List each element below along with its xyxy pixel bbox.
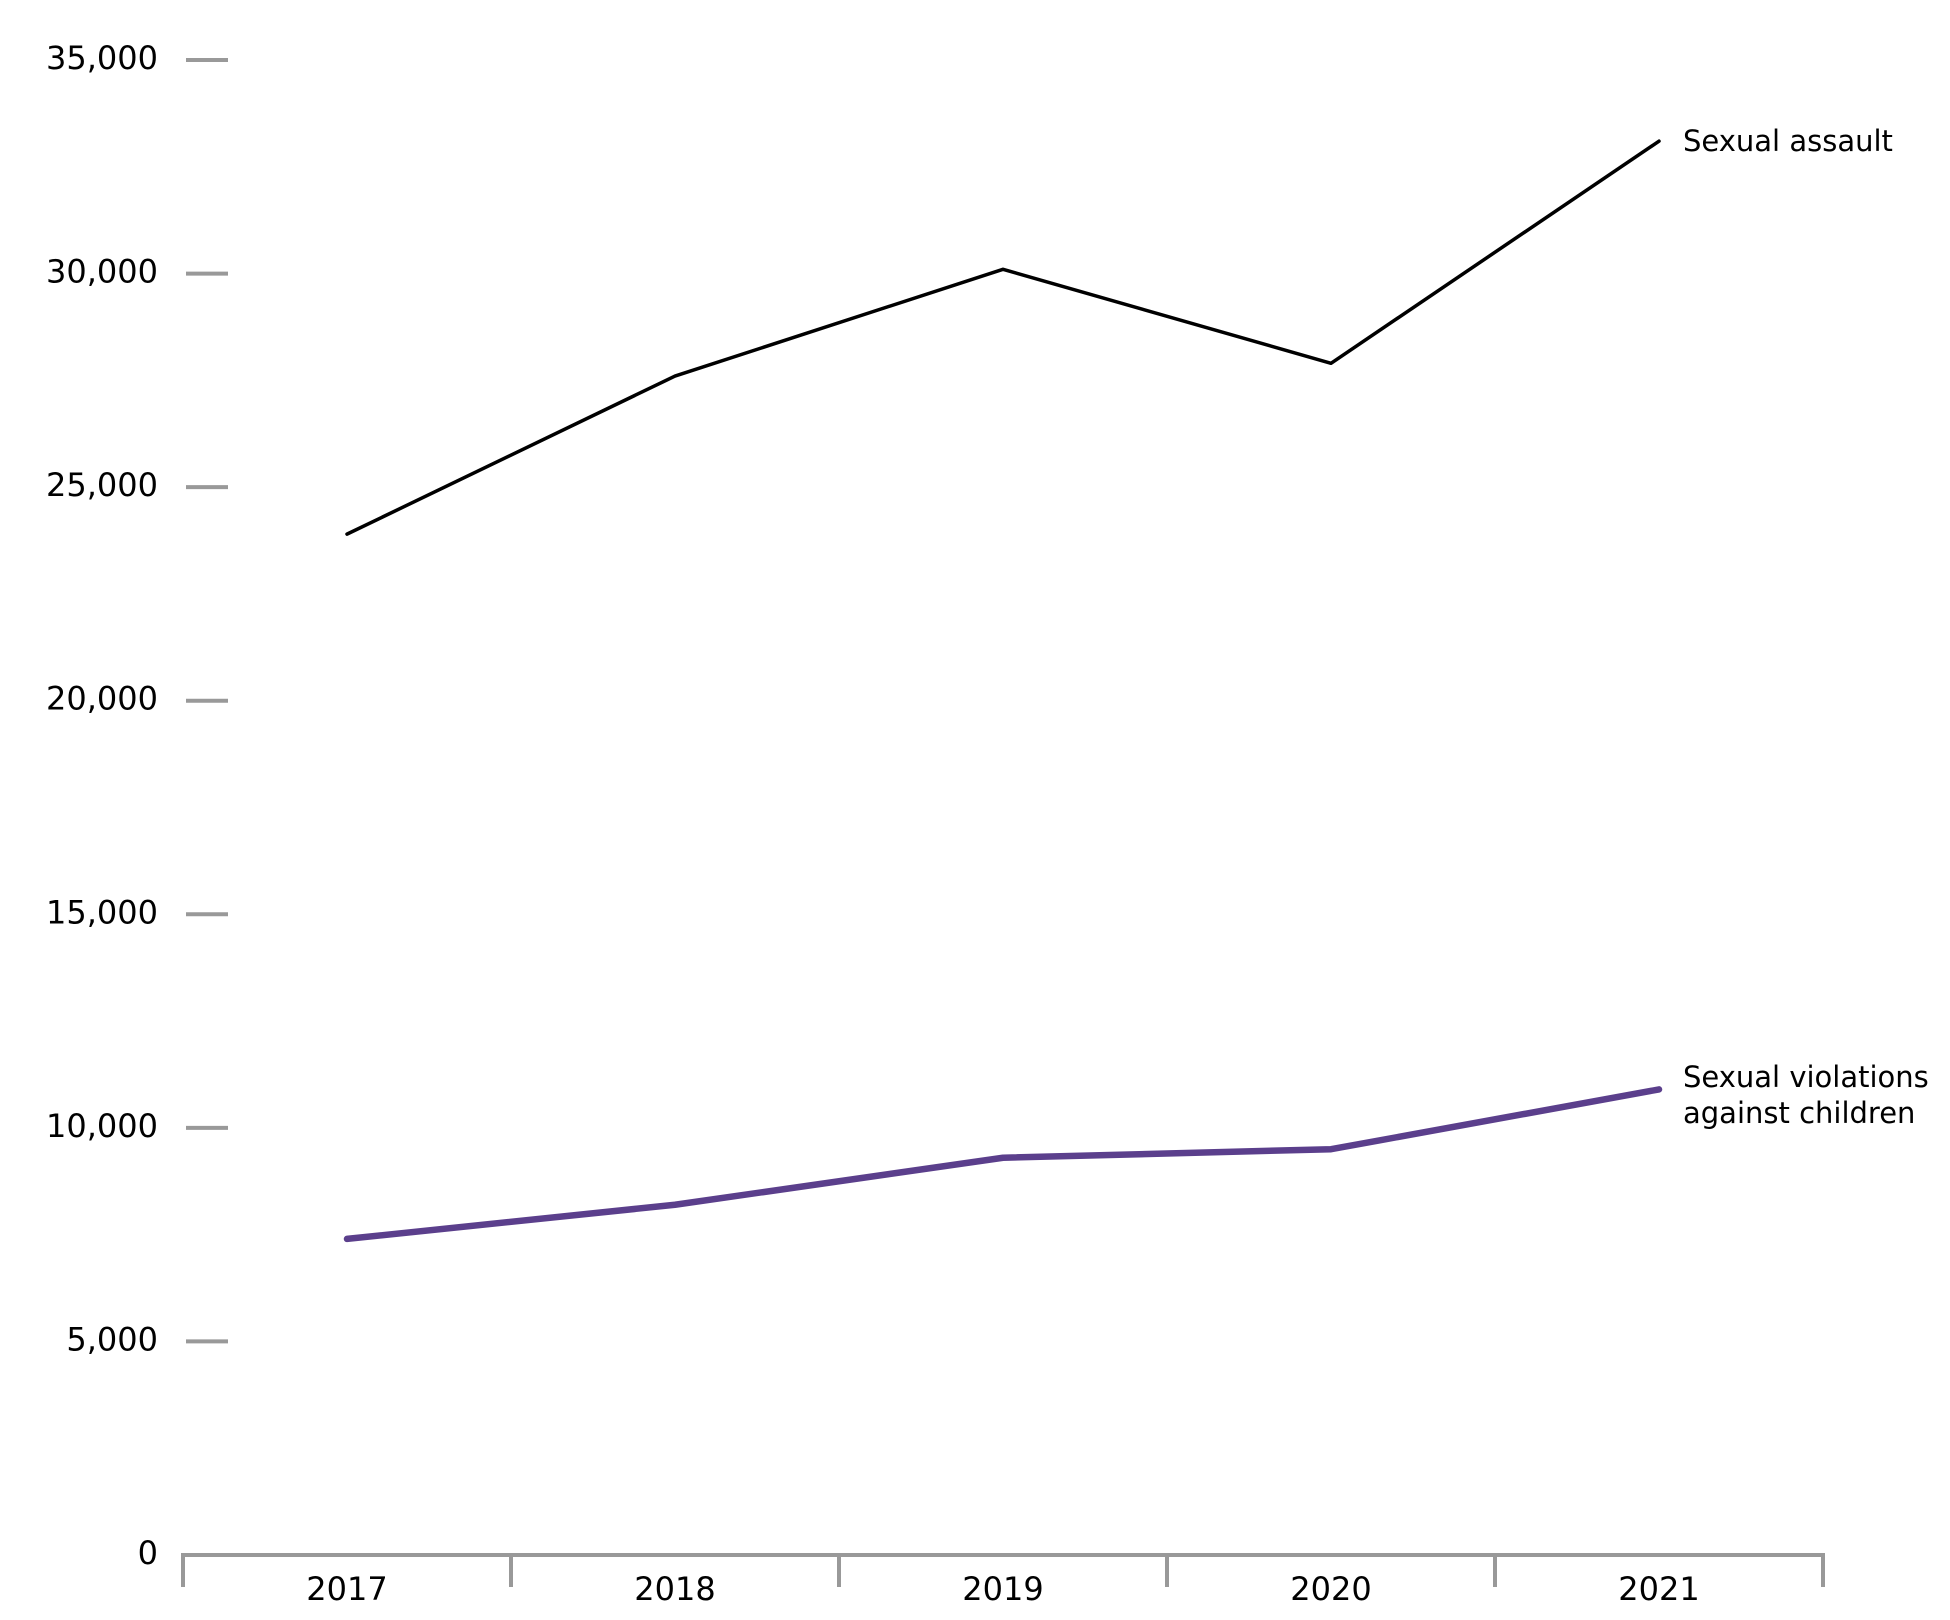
series-label: Sexual violations against children (1683, 1060, 1929, 1131)
x-tick-label: 2018 (634, 1570, 715, 1608)
y-tick-label: 0 (138, 1534, 158, 1572)
y-tick-label: 35,000 (46, 39, 158, 77)
y-tick-label: 30,000 (46, 253, 158, 291)
x-tick-label: 2019 (962, 1570, 1043, 1608)
x-tick-label: 2020 (1290, 1570, 1371, 1608)
x-tick-label: 2021 (1618, 1570, 1699, 1608)
y-tick-label: 5,000 (66, 1320, 158, 1358)
y-tick-label: 20,000 (46, 680, 158, 718)
y-tick-label: 15,000 (46, 893, 158, 931)
y-tick-label: 10,000 (46, 1107, 158, 1145)
series-line (345, 139, 1661, 536)
series-label: Sexual assault (1683, 124, 1893, 159)
series-line (343, 1086, 1663, 1243)
x-tick-label: 2017 (306, 1570, 387, 1608)
y-tick-label: 25,000 (46, 466, 158, 504)
